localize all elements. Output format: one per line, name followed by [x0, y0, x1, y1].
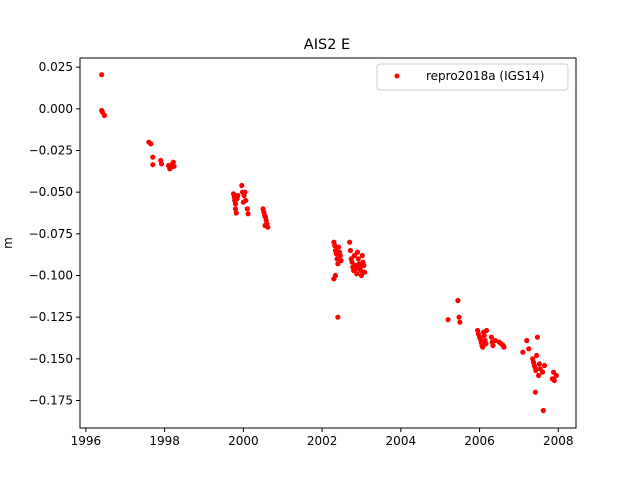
data-point [540, 407, 546, 414]
data-point [150, 154, 156, 160]
data-point [347, 239, 353, 245]
data-point [445, 317, 451, 323]
data-point [331, 276, 337, 282]
data-point [243, 197, 249, 204]
data-point [262, 222, 268, 229]
y-tick-label: −0.125 [29, 310, 73, 324]
x-tick-label: 2008 [543, 434, 574, 448]
data-point [150, 162, 156, 168]
data-point [488, 334, 494, 340]
y-tick-label: −0.150 [29, 352, 73, 366]
y-tick-label: −0.175 [29, 394, 73, 408]
x-tick-label: 2002 [307, 434, 338, 448]
data-point [335, 314, 341, 320]
data-point [99, 72, 105, 78]
data-point [501, 344, 507, 350]
y-tick-label: −0.100 [29, 269, 73, 283]
x-tick-label: 2006 [464, 434, 495, 448]
data-point [551, 377, 557, 384]
x-tick-label: 1998 [149, 434, 180, 448]
data-point [347, 247, 354, 254]
data-point [335, 261, 341, 267]
data-point [232, 206, 239, 212]
y-tick-label: 0.000 [39, 102, 73, 116]
chart-title: AIS2 E [304, 37, 350, 53]
data-point [456, 314, 462, 320]
data-point [359, 252, 365, 259]
data-point [245, 211, 251, 217]
x-tick-label: 1996 [71, 434, 102, 448]
data-point [170, 159, 176, 165]
axis-ticks: 1996 1998 2000 2002 2004 2006 2008 0.025 0.000 −0… [29, 60, 574, 448]
x-tick-label: 2004 [386, 434, 417, 448]
data-point [358, 272, 365, 279]
data-point [539, 369, 546, 375]
data-point [532, 389, 539, 395]
y-axis-label: m [1, 237, 15, 249]
x-tick-label: 2000 [228, 434, 259, 448]
data-point [239, 182, 245, 189]
data-point [358, 267, 364, 274]
data-point [362, 269, 368, 275]
y-tick-label: −0.025 [29, 144, 73, 158]
data-point [534, 334, 541, 340]
data-point [171, 163, 177, 169]
data-point [481, 332, 487, 339]
data-point [351, 252, 357, 259]
data-point [526, 346, 532, 352]
data-point [148, 141, 154, 147]
data-point [349, 259, 355, 265]
legend-label: repro2018a (IGS14) [426, 69, 544, 83]
data-point [334, 256, 340, 262]
data-point [355, 256, 361, 262]
data-point [524, 337, 530, 344]
data-point [244, 206, 250, 212]
data-point [354, 271, 360, 277]
legend-marker [394, 73, 400, 79]
data-point [536, 372, 542, 379]
data-point [361, 262, 367, 269]
plot-frame [79, 57, 577, 429]
data-points [99, 72, 559, 414]
data-point [158, 161, 165, 167]
data-point [354, 249, 361, 255]
data-point [455, 297, 461, 304]
data-point [490, 342, 496, 349]
data-point [338, 257, 344, 264]
data-point [533, 367, 539, 374]
data-point [235, 192, 241, 199]
data-point [480, 344, 486, 350]
data-point [353, 266, 359, 272]
data-point [536, 361, 542, 367]
y-tick-label: 0.025 [39, 60, 73, 74]
y-tick-label: −0.050 [29, 185, 73, 199]
data-point [101, 112, 108, 119]
data-point [492, 337, 498, 344]
y-tick-label: −0.075 [29, 227, 73, 241]
data-point [520, 349, 526, 355]
data-point [232, 201, 239, 207]
data-point [534, 352, 540, 359]
legend: repro2018a (IGS14) [376, 63, 569, 91]
data-point [332, 242, 338, 249]
data-point [242, 189, 248, 195]
data-point [553, 372, 559, 379]
data-point [337, 252, 343, 259]
data-point [457, 319, 463, 325]
legend-box [376, 63, 569, 91]
data-point [541, 362, 548, 369]
data-point [484, 327, 490, 334]
data-point [336, 244, 342, 250]
data-point [233, 210, 239, 216]
data-point [483, 341, 489, 347]
